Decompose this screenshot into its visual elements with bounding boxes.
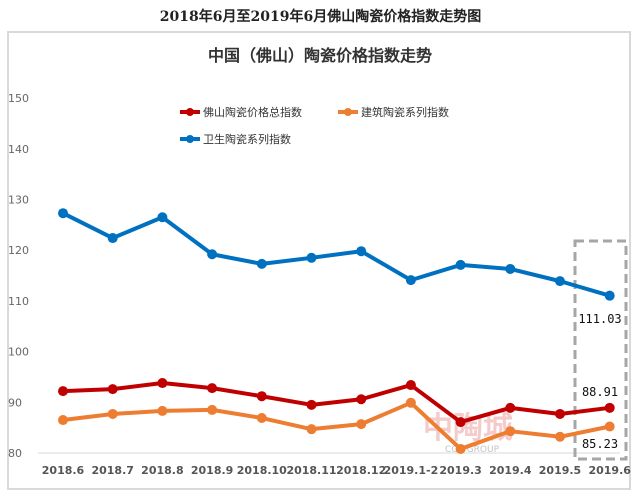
page-title: 2018年6月至2019年6月佛山陶瓷价格指数走势图	[159, 9, 482, 25]
data-point	[356, 394, 367, 405]
data-point	[505, 402, 516, 413]
legend-marker	[186, 108, 194, 116]
data-point	[604, 402, 615, 413]
chart-title: 中国（佛山）陶瓷价格指数走势	[208, 46, 432, 65]
data-point	[505, 263, 516, 274]
y-tick-label: 150	[8, 92, 29, 105]
data-point	[455, 417, 466, 428]
data-point	[306, 252, 317, 263]
legend-label: 建筑陶瓷系列指数	[361, 105, 449, 119]
x-tick-label: 2019.3	[439, 464, 481, 477]
x-tick-label: 2019.5	[539, 464, 581, 477]
chart-frame	[7, 31, 631, 490]
data-point	[555, 431, 565, 442]
data-point	[157, 212, 168, 223]
data-point	[505, 426, 516, 437]
x-tick-label: 2018.7	[91, 464, 133, 477]
data-point	[455, 259, 466, 270]
y-tick-label: 120	[8, 244, 29, 257]
data-label: 85.23	[582, 437, 618, 451]
data-point	[455, 443, 466, 454]
data-point	[157, 405, 168, 416]
x-tick-label: 2018.6	[42, 464, 85, 477]
legend-label: 卫生陶瓷系列指数	[203, 132, 291, 146]
watermark-sub: CCC GROUP	[445, 445, 500, 455]
y-tick-label: 130	[8, 194, 29, 207]
data-point	[604, 290, 615, 301]
x-tick-label: 2018.11	[286, 464, 336, 477]
data-point	[256, 391, 267, 402]
series-line	[62, 381, 610, 425]
data-point	[157, 378, 168, 389]
data-point	[555, 408, 565, 419]
data-point	[207, 249, 218, 260]
x-tick-label: 2018.12	[336, 464, 386, 477]
highlight-box	[573, 239, 628, 461]
data-point	[555, 276, 565, 287]
x-tick-label: 2019.6	[588, 464, 631, 477]
data-point	[58, 386, 68, 397]
data-point	[107, 384, 118, 395]
x-tick-label: 2019.4	[489, 464, 532, 477]
x-tick-label: 2018.10	[237, 464, 287, 477]
y-tick-label: 110	[8, 295, 29, 308]
series-line	[62, 400, 611, 451]
data-point	[405, 275, 416, 286]
y-tick-label: 80	[8, 447, 22, 460]
data-point	[58, 415, 68, 426]
y-tick-label: 90	[8, 396, 22, 409]
data-point	[256, 413, 267, 424]
legend-marker	[186, 135, 194, 143]
data-point	[356, 246, 367, 257]
data-point	[405, 397, 416, 408]
data-point	[604, 421, 615, 432]
data-point	[107, 233, 118, 244]
y-tick-label: 140	[8, 143, 29, 156]
data-point	[256, 258, 267, 269]
data-point	[356, 419, 367, 430]
legend-marker	[344, 108, 352, 116]
data-point	[207, 404, 218, 415]
x-tick-label: 2018.8	[141, 464, 183, 477]
x-tick-label: 2018.9	[191, 464, 233, 477]
data-point	[107, 408, 118, 419]
data-point	[58, 208, 68, 219]
x-tick-label: 2019.1-2	[384, 464, 439, 477]
legend-label: 佛山陶瓷价格总指数	[203, 105, 302, 119]
data-point	[306, 424, 317, 435]
data-label: 88.91	[582, 385, 618, 399]
data-point	[306, 399, 317, 410]
data-point	[405, 380, 416, 391]
series-line	[62, 211, 611, 298]
y-tick-label: 100	[8, 346, 29, 359]
data-point	[207, 383, 218, 394]
data-label: 111.03	[578, 312, 621, 326]
